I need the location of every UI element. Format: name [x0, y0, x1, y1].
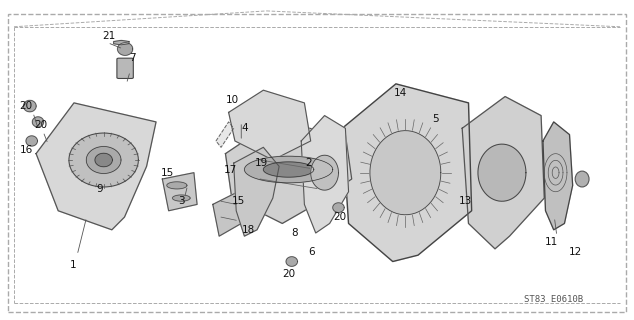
Polygon shape — [301, 116, 349, 233]
Text: 15: 15 — [232, 196, 245, 206]
Polygon shape — [543, 122, 573, 230]
Text: 18: 18 — [242, 225, 256, 235]
Polygon shape — [117, 43, 133, 55]
Text: 13: 13 — [459, 196, 472, 206]
Polygon shape — [286, 257, 297, 266]
Polygon shape — [216, 122, 234, 147]
Polygon shape — [32, 117, 44, 127]
Text: 3: 3 — [178, 196, 184, 206]
Polygon shape — [234, 147, 279, 236]
Text: 6: 6 — [308, 247, 314, 257]
Text: 20: 20 — [34, 120, 47, 130]
Polygon shape — [263, 162, 314, 177]
Text: 8: 8 — [292, 228, 298, 238]
Text: 11: 11 — [545, 237, 559, 247]
Text: 16: 16 — [20, 146, 33, 156]
Polygon shape — [172, 195, 190, 201]
Polygon shape — [478, 144, 526, 201]
Polygon shape — [311, 155, 339, 190]
Polygon shape — [86, 147, 121, 173]
Polygon shape — [342, 84, 472, 261]
Polygon shape — [113, 40, 129, 45]
Text: 2: 2 — [306, 158, 312, 168]
Text: 9: 9 — [96, 184, 103, 194]
Polygon shape — [36, 103, 156, 230]
Text: 17: 17 — [224, 164, 237, 174]
Polygon shape — [226, 122, 352, 223]
Text: 12: 12 — [569, 247, 583, 257]
Polygon shape — [167, 182, 187, 189]
Text: 14: 14 — [394, 88, 407, 98]
Text: 20: 20 — [283, 269, 296, 279]
Polygon shape — [69, 133, 138, 187]
Polygon shape — [370, 131, 441, 215]
Polygon shape — [333, 203, 344, 212]
Polygon shape — [26, 136, 37, 146]
Polygon shape — [162, 173, 197, 211]
Text: ST83 E0610B: ST83 E0610B — [524, 295, 583, 304]
Ellipse shape — [575, 171, 589, 187]
Text: 10: 10 — [226, 95, 239, 105]
Text: 1: 1 — [69, 260, 76, 270]
Text: 7: 7 — [129, 53, 136, 63]
Text: 20: 20 — [333, 212, 346, 222]
Polygon shape — [23, 100, 36, 112]
Polygon shape — [95, 153, 112, 167]
Polygon shape — [462, 97, 544, 249]
Text: 4: 4 — [241, 123, 248, 133]
Text: 20: 20 — [19, 101, 32, 111]
Polygon shape — [245, 156, 333, 183]
FancyBboxPatch shape — [117, 58, 133, 78]
Text: 19: 19 — [255, 158, 268, 168]
Polygon shape — [213, 192, 242, 236]
Text: 21: 21 — [103, 31, 116, 41]
Polygon shape — [229, 90, 311, 160]
Text: 15: 15 — [161, 168, 174, 178]
Text: 5: 5 — [432, 114, 439, 124]
